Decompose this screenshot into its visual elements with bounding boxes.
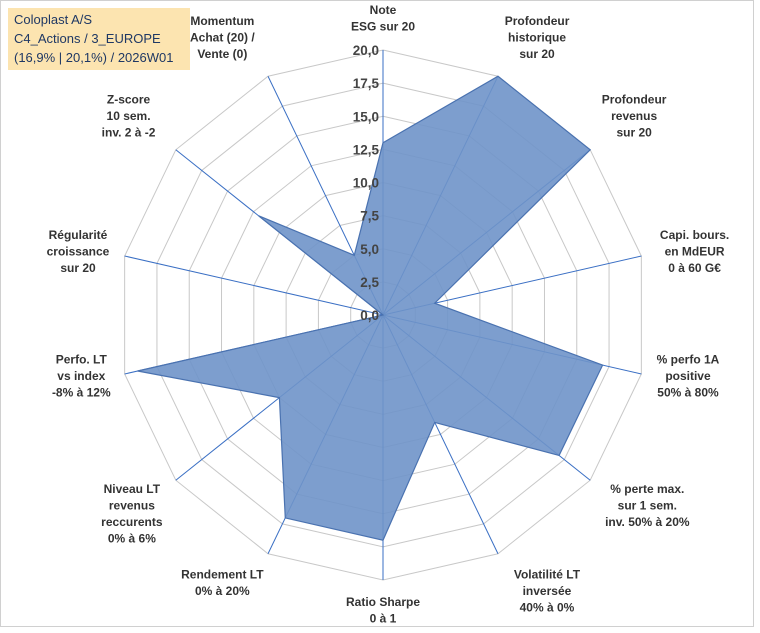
axis-label: Profondeur historique sur 20 — [505, 14, 570, 61]
axis-label: Volatilité LT inversée 40% à 0% — [514, 567, 581, 614]
axis-label: % perfo 1A positive 50% à 80% — [657, 352, 720, 399]
tick-label: 20,0 — [353, 43, 379, 58]
axis-label: Capi. bours. en MdEUR 0 à 60 G€ — [660, 228, 729, 275]
radar-tick-labels: 0,0 2,5 5,0 7,5 10,0 12,5 15,0 17,5 20,0 — [353, 43, 380, 323]
axis-label: Ratio Sharpe 0 à 1 — [346, 595, 420, 626]
axis-label: Perfo. LT vs index -8% à 12% — [52, 352, 111, 399]
axis-spoke — [124, 255, 384, 316]
portfolio-path: C4_Actions / 3_EUROPE — [14, 31, 161, 46]
tick-label: 12,5 — [353, 142, 380, 157]
score-week: (16,9% | 20,1%) / 2026W01 — [14, 50, 174, 65]
tick-label: 5,0 — [360, 242, 379, 257]
tick-label: 10,0 — [353, 176, 379, 191]
tick-label: 17,5 — [353, 76, 380, 91]
radar-axis-labels: Note ESG sur 20 Profondeur historique sur 20… — [47, 3, 730, 626]
axis-label: % perte max. sur 1 sem. inv. 50% à 20% — [605, 482, 690, 529]
series-area — [137, 75, 604, 541]
axis-label: Note ESG sur 20 — [351, 3, 415, 34]
radar-series — [137, 75, 604, 541]
axis-label: Régularité croissance sur 20 — [47, 228, 110, 275]
axis-label: Z-score 10 sem. inv. 2 à -2 — [102, 93, 156, 140]
axis-label: Momentum Achat (20) / Vente (0) — [190, 14, 255, 61]
tick-label: 2,5 — [360, 275, 379, 290]
info-box: Coloplast A/S C4_Actions / 3_EUROPE (16,… — [8, 8, 190, 70]
axis-label: Rendement LT 0% à 20% — [181, 567, 264, 598]
tick-label: 15,0 — [353, 109, 379, 124]
tick-label: 7,5 — [360, 209, 379, 224]
tick-label: 0,0 — [360, 308, 379, 323]
company-name: Coloplast A/S — [14, 12, 93, 27]
axis-label: Niveau LT revenus reccurents 0% à 6% — [101, 482, 163, 546]
axis-label: Profondeur revenus sur 20 — [602, 93, 667, 140]
